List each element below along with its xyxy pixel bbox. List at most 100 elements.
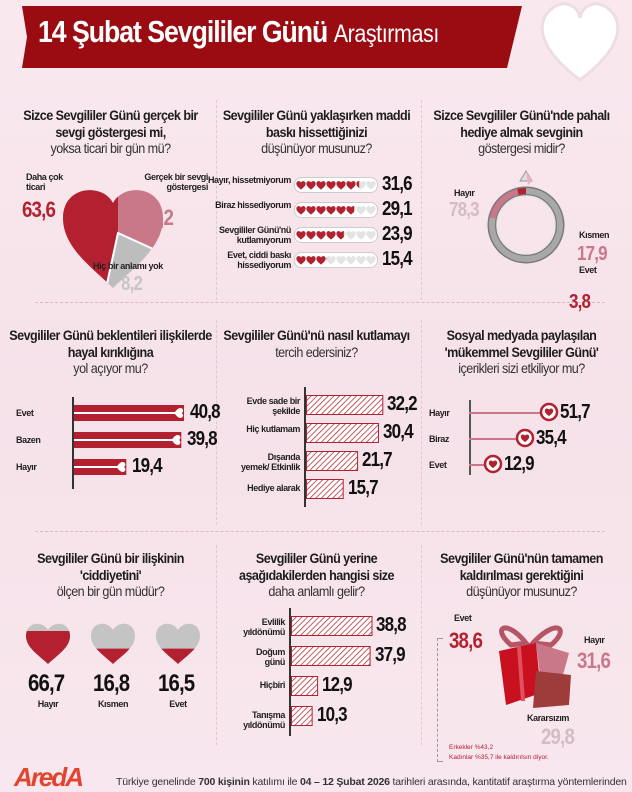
divider xyxy=(216,320,217,525)
hatched-bar xyxy=(291,676,319,696)
data-label: 63,6 xyxy=(22,197,56,222)
data-label: 15,4 xyxy=(382,248,413,270)
category-label: Doğum günü xyxy=(256,647,285,667)
category-label: Dışarıda yemek/ Etkinlik xyxy=(240,452,300,472)
heart-icon xyxy=(346,206,355,215)
ring-segment xyxy=(517,188,527,195)
footer-text-part: katılımı ile xyxy=(249,776,300,788)
chart-title: Sevgililer Günü'nün tamamen kaldırılması… xyxy=(420,550,623,600)
category-label: Hayır xyxy=(429,408,450,418)
hatched-bar xyxy=(291,706,313,726)
bar xyxy=(74,432,182,448)
heart-icon xyxy=(96,648,130,664)
data-label: 38,8 xyxy=(376,614,407,636)
category-label: Kararsızım xyxy=(527,713,570,723)
data-label: 16,5 xyxy=(158,670,195,697)
heart-icon xyxy=(306,256,316,265)
heart-icon xyxy=(346,256,356,265)
divider xyxy=(421,100,422,300)
data-label: 21,7 xyxy=(362,449,393,471)
divider xyxy=(35,302,605,303)
footer-methodology-text: Türkiye genelinde 700 kişinin katılımı i… xyxy=(116,776,627,788)
category-label: Hayır xyxy=(454,188,475,198)
category-label: Kısmen xyxy=(579,230,610,240)
hatched-bar xyxy=(306,451,359,471)
category-label: Evet xyxy=(579,265,597,275)
heart-icon xyxy=(356,181,360,189)
chart-panel: Sevgililer Günü bir ilişkinin 'ciddiyeti… xyxy=(8,538,213,748)
category-label: Evlilik yıldönümü xyxy=(243,617,285,637)
chart-panel: Sosyal medyada paylaşılan 'mükemmel Sevg… xyxy=(419,315,624,525)
heart-icon xyxy=(296,231,306,240)
divider xyxy=(421,320,422,525)
heart-rating-bar xyxy=(294,252,378,268)
page-title-bold: 14 Şubat Sevgililer Günü xyxy=(38,14,328,49)
data-label: 28,2 xyxy=(140,205,174,230)
annotation-text: Erkekler %43,2 xyxy=(449,744,494,751)
chart-title: Sevgililer Günü'nü nasıl kutlamayı terci… xyxy=(215,327,418,360)
heart-icon xyxy=(366,206,376,215)
heart-icon xyxy=(521,434,530,443)
heart-icon xyxy=(306,181,316,190)
chart-title-bold: Sevgililer Günü'nü nasıl kutlamayı xyxy=(223,327,410,343)
chart-title-light: düşünüyor musunuz? xyxy=(261,140,372,156)
heart-rating-bar xyxy=(294,177,378,193)
heart-icon xyxy=(336,206,346,215)
heart-icon xyxy=(366,256,376,265)
gift-box-icon xyxy=(499,625,571,708)
category-label: Kısmen xyxy=(97,699,129,709)
chart-title-bold: Sizce Sevgililer Günü gerçek bir sevgi g… xyxy=(23,107,198,140)
chart-title-light: yoksa ticari bir gün mü? xyxy=(50,140,171,156)
chart-title-light: daha anlamlı gelir? xyxy=(268,583,365,599)
heart-icon xyxy=(296,256,306,265)
bracket-line xyxy=(437,638,443,762)
category-label: Biraz xyxy=(429,434,450,444)
chart-title-bold: Sevgililer Günü yaklaşırken maddi baskı … xyxy=(222,107,411,140)
heart-icon xyxy=(336,256,346,265)
chart-title-bold: Sevgililer Günü'nün tamamen kaldırılması… xyxy=(440,550,603,583)
chart-title-light: yol açıyor mu? xyxy=(73,360,148,376)
hatched-bar xyxy=(306,479,344,499)
category-label: Evet xyxy=(16,408,34,418)
areda-logo: AredA xyxy=(14,762,84,792)
chart-title-bold: Sevgililer Günü bir ilişkinin 'ciddiyeti… xyxy=(37,550,184,583)
divider xyxy=(35,531,605,532)
chart-title-light: ölçen bir gün müdür? xyxy=(56,583,165,599)
category-label: Evde sade bir şekilde xyxy=(246,396,301,416)
heart-icon xyxy=(116,462,126,472)
chart-title: Sizce Sevgililer Günü gerçek bir sevgi g… xyxy=(9,107,212,157)
divider xyxy=(216,545,217,745)
heart-icon xyxy=(336,181,346,190)
chart-title-bold: Sevgililer Günü yerine aşağıdakilerden h… xyxy=(238,550,395,583)
category-label: Hiç kutlamam xyxy=(246,424,300,434)
heart-fill-chart xyxy=(91,623,135,664)
category-label: Tanışma yıldönümü xyxy=(243,710,285,730)
data-label: 12,9 xyxy=(322,674,353,696)
axis-line xyxy=(304,387,306,507)
chart-title-light: tercih edersiniz? xyxy=(275,343,358,360)
chart-panel: Sizce Sevgililer Günü gerçek bir sevgi g… xyxy=(8,95,213,305)
chart-panel: Sevgililer Günü yaklaşırken maddi baskı … xyxy=(208,95,419,305)
data-label: 78,3 xyxy=(449,199,480,221)
heart-marker xyxy=(483,454,502,474)
heart-icon xyxy=(171,435,181,445)
chart-title: Sizce Sevgililer Günü'nde pahalı hediye … xyxy=(420,107,623,157)
heart-icon xyxy=(316,231,326,240)
page-title: 14 Şubat Sevgililer Günü Araştırması xyxy=(38,14,439,50)
heart-icon xyxy=(336,231,344,240)
data-label: 16,8 xyxy=(93,670,130,697)
heart-icon xyxy=(316,256,326,265)
data-label: 10,3 xyxy=(316,704,348,726)
data-label: 29,8 xyxy=(541,724,575,749)
heart-icon xyxy=(326,206,336,215)
footer-text-part: Türkiye genelinde xyxy=(116,776,199,788)
category-label: Evet xyxy=(169,699,187,709)
data-label: 12,9 xyxy=(503,453,535,475)
chart-title-light: düşünüyor musunuz? xyxy=(466,583,577,599)
data-label: 29,1 xyxy=(382,198,413,220)
heart-icon xyxy=(544,408,554,417)
chart-title-bold: Sosyal medyada paylaşılan 'mükemmel Sevg… xyxy=(444,327,599,360)
axis-line xyxy=(469,400,471,475)
heart-icon xyxy=(346,181,356,190)
chart-panel: Sevgililer Günü'nün tamamen kaldırılması… xyxy=(419,538,624,762)
